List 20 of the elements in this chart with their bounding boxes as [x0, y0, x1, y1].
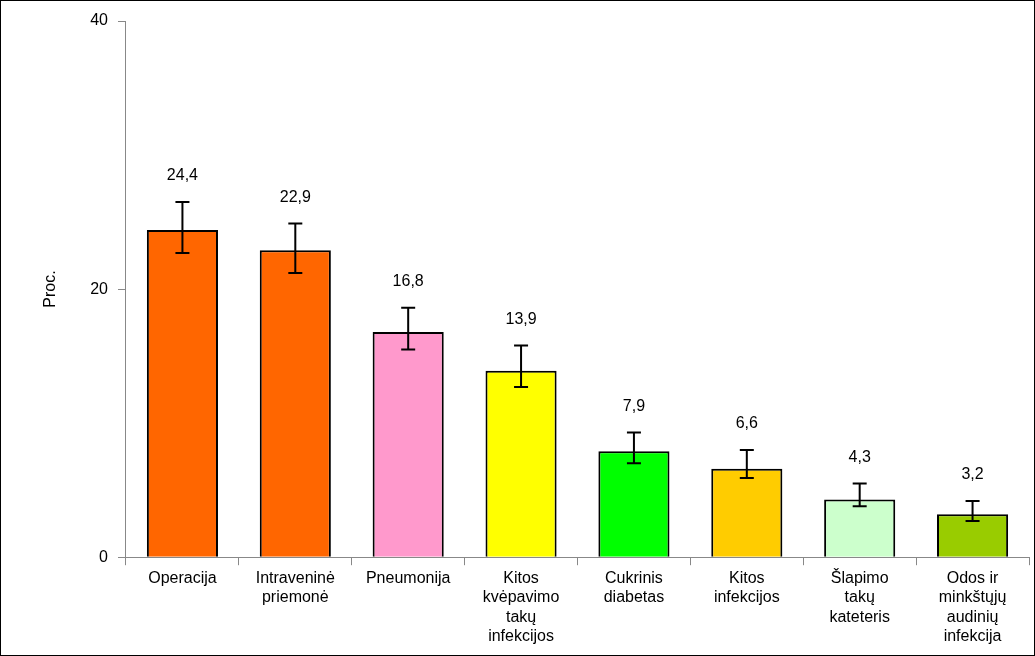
x-tick-label: Kitos infekcijos: [713, 569, 780, 606]
y-tick-label: 20: [90, 279, 109, 297]
data-label: 13,9: [505, 309, 537, 327]
y-tick-label: 40: [90, 11, 109, 29]
data-label: 3,2: [961, 465, 984, 483]
data-label: 24,4: [166, 166, 199, 184]
data-label: 16,8: [392, 272, 424, 290]
x-tick-label: Odos ir minkštųjų audinių infekcija: [938, 569, 1007, 644]
x-tick-label: Pneumonija: [365, 569, 451, 587]
x-tick-label: Šlapimo takų kateteris: [829, 568, 890, 625]
x-tick-label: Kitos kvėpavimo takų infekcijos: [482, 569, 560, 644]
data-label: 22,9: [279, 187, 311, 205]
y-tick-label: 0: [99, 547, 109, 565]
data-label: 7,9: [622, 396, 646, 414]
y-axis-title: Proc.: [41, 270, 59, 308]
x-tick-label: Cukrinis diabetas: [603, 569, 665, 606]
x-tick-label: Operacija: [148, 569, 217, 587]
x-tick-label: Intraveninė priemonė: [255, 569, 335, 606]
data-label: 6,6: [735, 414, 759, 432]
data-label: 4,3: [848, 447, 871, 465]
